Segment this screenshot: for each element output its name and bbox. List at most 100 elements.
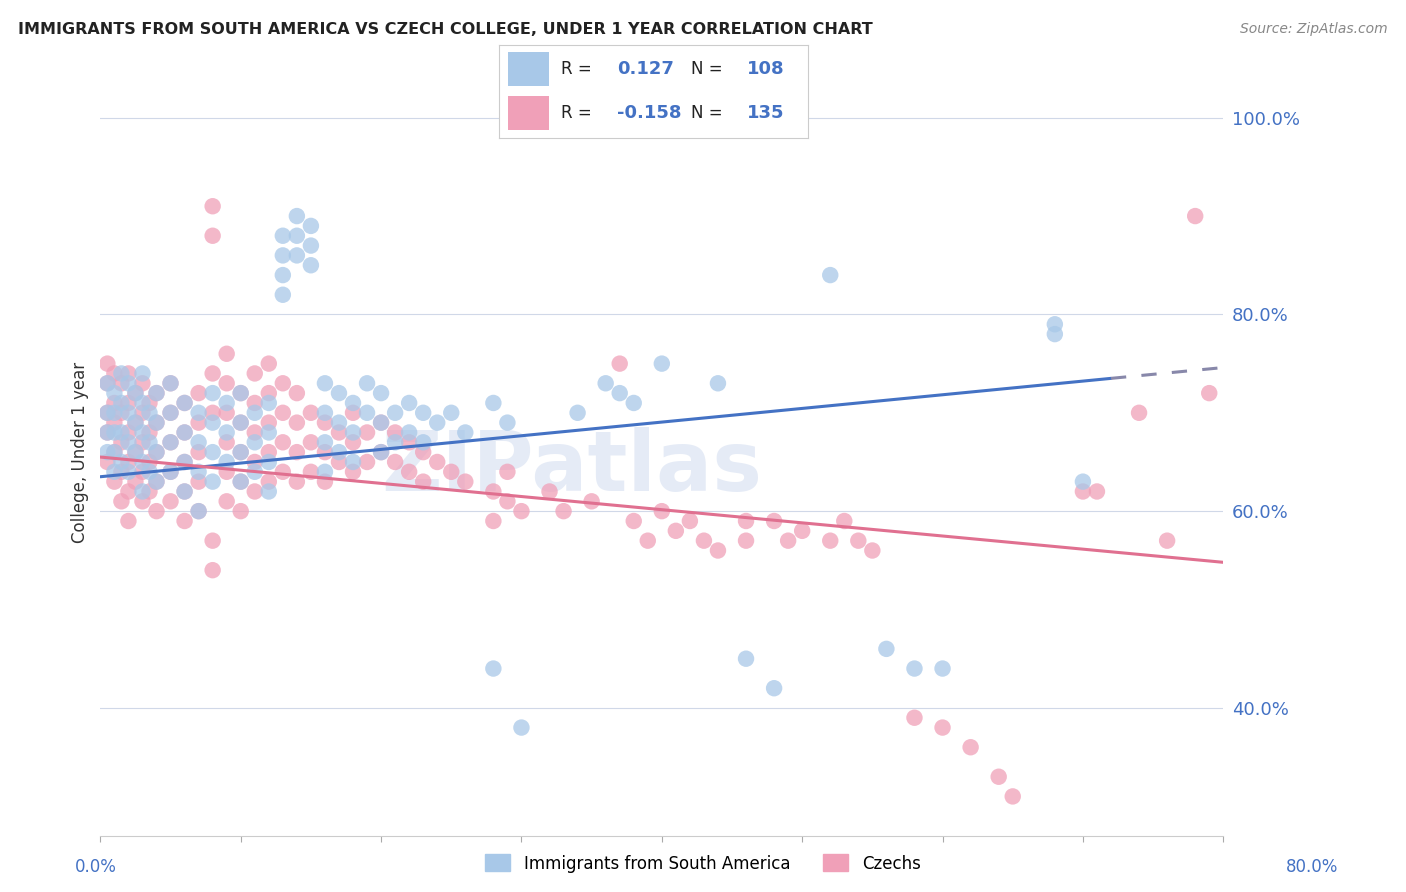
Point [763, 514, 786, 528]
Point [110, 435, 132, 450]
Point [285, 445, 308, 459]
Point [110, 406, 132, 420]
Point [285, 386, 308, 401]
Point [398, 435, 420, 450]
Point [103, 416, 125, 430]
Point [187, 465, 209, 479]
Point [257, 484, 280, 499]
Point [96, 376, 118, 391]
Point [285, 228, 308, 243]
Point [173, 396, 195, 410]
Point [454, 475, 477, 489]
Point [482, 661, 505, 675]
Point [145, 386, 167, 401]
Point [1071, 484, 1094, 499]
Point [707, 376, 730, 391]
Text: 0.127: 0.127 [617, 60, 673, 78]
Point [342, 465, 364, 479]
Point [735, 651, 758, 665]
Point [131, 396, 153, 410]
Point [159, 435, 181, 450]
Point [243, 465, 266, 479]
Point [229, 504, 252, 518]
Text: R =: R = [561, 60, 592, 78]
Point [299, 258, 322, 272]
Point [173, 425, 195, 440]
Point [229, 445, 252, 459]
Point [595, 376, 617, 391]
Point [1085, 484, 1108, 499]
Point [384, 406, 406, 420]
Point [229, 386, 252, 401]
Point [285, 475, 308, 489]
Point [187, 386, 209, 401]
Point [187, 435, 209, 450]
Point [145, 475, 167, 489]
Point [609, 357, 631, 371]
Y-axis label: College, Under 1 year: College, Under 1 year [72, 361, 89, 542]
Point [201, 367, 224, 381]
Point [215, 347, 238, 361]
Point [138, 465, 160, 479]
Point [215, 465, 238, 479]
Point [215, 494, 238, 508]
Point [145, 416, 167, 430]
Text: -0.158: -0.158 [617, 104, 681, 122]
Point [398, 396, 420, 410]
Point [735, 533, 758, 548]
Point [609, 386, 631, 401]
Point [173, 425, 195, 440]
Point [187, 445, 209, 459]
Text: 80.0%: 80.0% [1285, 858, 1339, 876]
Point [285, 209, 308, 223]
Point [229, 445, 252, 459]
Point [96, 425, 118, 440]
Point [1071, 475, 1094, 489]
Point [110, 367, 132, 381]
Point [384, 435, 406, 450]
Point [201, 445, 224, 459]
Point [103, 465, 125, 479]
Point [299, 406, 322, 420]
Point [96, 445, 118, 459]
Point [215, 435, 238, 450]
Point [145, 386, 167, 401]
Point [299, 219, 322, 233]
Point [117, 396, 139, 410]
Point [138, 484, 160, 499]
Point [201, 416, 224, 430]
Point [215, 376, 238, 391]
Point [482, 396, 505, 410]
Point [328, 425, 350, 440]
Point [110, 455, 132, 469]
Point [131, 435, 153, 450]
Point [412, 435, 434, 450]
Bar [509, 52, 548, 86]
Point [679, 514, 702, 528]
Point [173, 396, 195, 410]
Point [159, 494, 181, 508]
Point [215, 425, 238, 440]
Point [1128, 406, 1150, 420]
Point [931, 721, 953, 735]
Point [110, 465, 132, 479]
Point [637, 533, 659, 548]
Point [131, 465, 153, 479]
Point [201, 406, 224, 420]
Point [145, 475, 167, 489]
Point [159, 406, 181, 420]
Point [257, 357, 280, 371]
Point [229, 416, 252, 430]
Point [103, 367, 125, 381]
Point [145, 445, 167, 459]
Point [271, 406, 294, 420]
Point [356, 455, 378, 469]
Point [131, 376, 153, 391]
Point [117, 484, 139, 499]
Point [159, 465, 181, 479]
Point [693, 533, 716, 548]
Point [454, 425, 477, 440]
Point [356, 376, 378, 391]
Point [299, 238, 322, 252]
Text: 108: 108 [747, 60, 785, 78]
